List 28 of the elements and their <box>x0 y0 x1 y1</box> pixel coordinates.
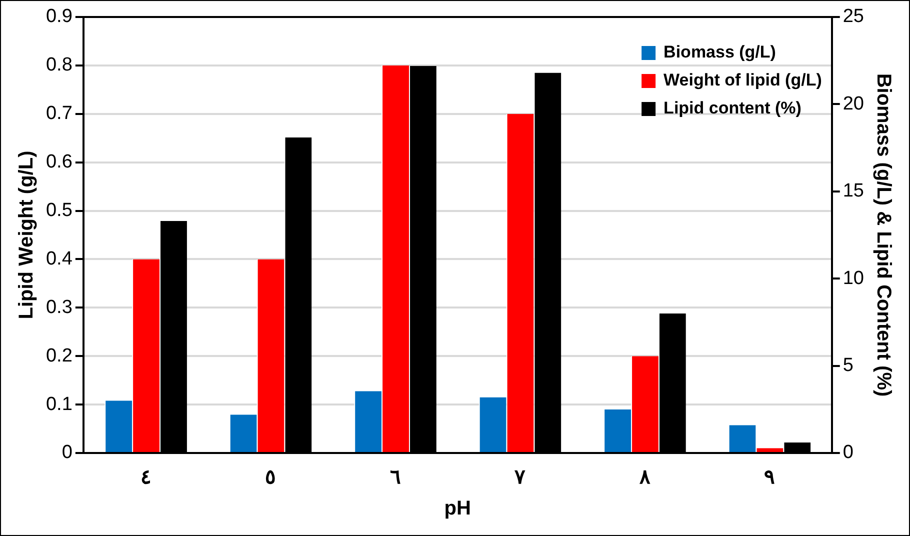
legend-label: Biomass (g/L) <box>664 42 776 62</box>
y-tick-label: 0.7 <box>46 103 72 124</box>
x-axis-title: pH <box>444 498 471 520</box>
y2-tick-label: 10 <box>842 268 864 289</box>
legend-label: Lipid content (%) <box>664 98 802 118</box>
x-tick-label: ٥ <box>265 466 276 489</box>
legend-label: Weight of lipid (g/L) <box>664 70 822 90</box>
y-tick-label: 0.9 <box>46 6 72 28</box>
x-tick-label: ٦ <box>390 466 401 489</box>
y-tick-label: 0.6 <box>46 152 72 173</box>
y-tick-label: 0.4 <box>46 248 73 270</box>
x-tick-label: ٧ <box>514 466 526 489</box>
y2-tick-label: 20 <box>842 93 864 114</box>
x-tick-label: ٩ <box>764 466 775 489</box>
y-tick-label: 0.1 <box>46 394 72 415</box>
y-tick-label: 0.8 <box>46 54 72 76</box>
x-tick-label: ٤ <box>140 466 152 489</box>
y-tick-label: 0.3 <box>46 296 72 318</box>
y2-tick-label: 5 <box>842 355 854 376</box>
y-tick-label: 0 <box>62 442 72 464</box>
y2-tick-label: 0 <box>842 442 854 464</box>
y-axis-title: Lipid Weight (g/L) <box>16 150 38 320</box>
x-tick-label: ٨ <box>638 466 650 489</box>
y-tick-label: 0.2 <box>46 345 72 366</box>
y2-tick-label: 15 <box>842 180 864 202</box>
y-tick-label: 0.5 <box>46 200 72 222</box>
y2-axis-title: Biomass (g/L) & Lipid Content (%) <box>872 73 894 397</box>
y2-tick-label: 25 <box>842 6 864 28</box>
